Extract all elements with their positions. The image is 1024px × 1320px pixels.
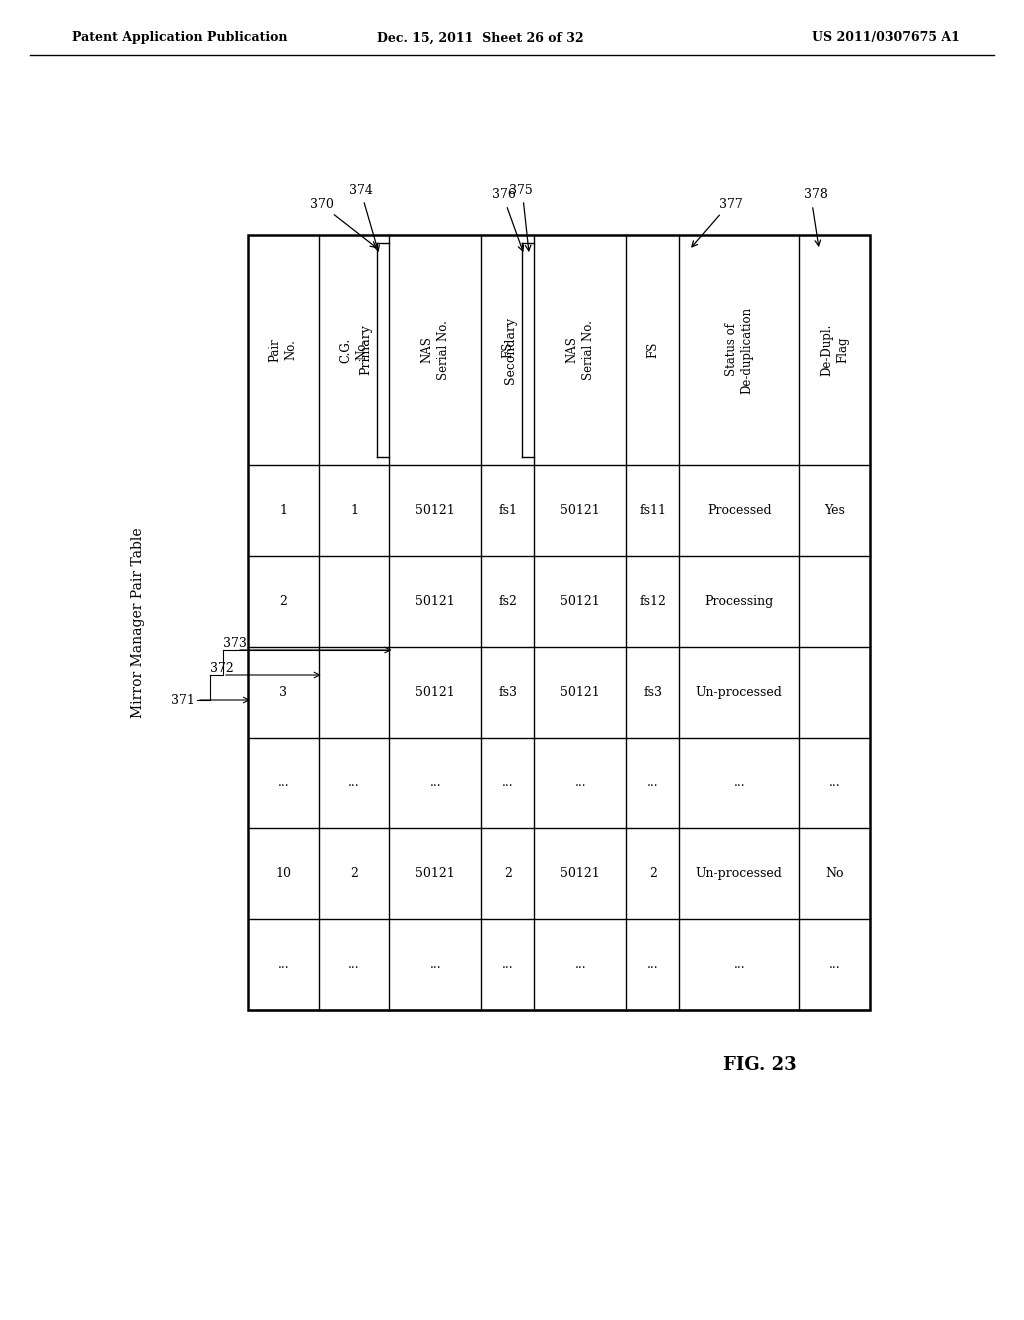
Text: ...: ...	[828, 776, 841, 789]
Text: 50121: 50121	[560, 685, 600, 698]
Text: 1: 1	[280, 504, 288, 517]
Text: Secondary: Secondary	[504, 317, 517, 384]
Text: ...: ...	[348, 958, 359, 972]
Text: FS: FS	[502, 342, 514, 358]
Text: 371: 371	[171, 693, 195, 706]
Text: ...: ...	[828, 958, 841, 972]
Text: NAS
Serial No.: NAS Serial No.	[421, 319, 450, 380]
Text: 50121: 50121	[416, 595, 456, 607]
Text: fs3: fs3	[499, 685, 517, 698]
Text: Dec. 15, 2011  Sheet 26 of 32: Dec. 15, 2011 Sheet 26 of 32	[377, 32, 584, 45]
Text: ...: ...	[574, 776, 586, 789]
Text: fs1: fs1	[499, 504, 517, 517]
Text: Processing: Processing	[705, 595, 774, 607]
Text: fs11: fs11	[639, 504, 667, 517]
Text: fs3: fs3	[643, 685, 663, 698]
Text: ...: ...	[348, 776, 359, 789]
Text: ...: ...	[429, 958, 441, 972]
Text: Status of
De-duplication: Status of De-duplication	[725, 306, 754, 393]
Bar	[248, 235, 870, 1010]
Text: 50121: 50121	[560, 867, 600, 880]
Text: 50121: 50121	[416, 867, 456, 880]
Text: US 2011/0307675 A1: US 2011/0307675 A1	[812, 32, 961, 45]
Text: 370: 370	[310, 198, 334, 211]
Text: ...: ...	[278, 776, 289, 789]
Text: ...: ...	[278, 958, 289, 972]
Text: 2: 2	[350, 867, 358, 880]
Text: 50121: 50121	[560, 504, 600, 517]
Text: ...: ...	[502, 776, 514, 789]
Text: Primary: Primary	[359, 325, 373, 375]
Text: 50121: 50121	[416, 685, 456, 698]
Text: 1: 1	[350, 504, 358, 517]
Text: NAS
Serial No.: NAS Serial No.	[565, 319, 595, 380]
Text: 3: 3	[280, 685, 288, 698]
Text: FIG. 23: FIG. 23	[723, 1056, 797, 1074]
Text: ...: ...	[647, 776, 658, 789]
Text: fs12: fs12	[639, 595, 666, 607]
Text: ...: ...	[647, 958, 658, 972]
Text: C.G.
No.: C.G. No.	[340, 338, 369, 363]
Text: Un-processed: Un-processed	[695, 685, 782, 698]
Text: Yes: Yes	[824, 504, 845, 517]
Text: 375: 375	[509, 183, 534, 197]
Text: ...: ...	[733, 776, 745, 789]
Text: 10: 10	[275, 867, 292, 880]
Text: Pair
No.: Pair No.	[269, 338, 298, 362]
Text: 50121: 50121	[560, 595, 600, 607]
Text: ...: ...	[502, 958, 514, 972]
Text: ...: ...	[733, 958, 745, 972]
Text: 50121: 50121	[416, 504, 456, 517]
Text: 373: 373	[223, 638, 247, 649]
Text: Patent Application Publication: Patent Application Publication	[72, 32, 288, 45]
Text: 2: 2	[504, 867, 512, 880]
Text: fs2: fs2	[499, 595, 517, 607]
Text: 372: 372	[210, 663, 233, 675]
Text: De-Dupl.
Flag: De-Dupl. Flag	[820, 323, 849, 376]
Text: ...: ...	[574, 958, 586, 972]
Text: 378: 378	[804, 189, 828, 202]
Text: FS: FS	[646, 342, 659, 358]
Text: ...: ...	[429, 776, 441, 789]
Text: Processed: Processed	[707, 504, 771, 517]
Text: 2: 2	[649, 867, 656, 880]
Text: 374: 374	[349, 183, 373, 197]
Text: 377: 377	[719, 198, 743, 211]
Text: Mirror Manager Pair Table: Mirror Manager Pair Table	[131, 527, 145, 718]
Text: 2: 2	[280, 595, 288, 607]
Text: No: No	[825, 867, 844, 880]
Text: 376: 376	[493, 189, 516, 202]
Text: Un-processed: Un-processed	[695, 867, 782, 880]
